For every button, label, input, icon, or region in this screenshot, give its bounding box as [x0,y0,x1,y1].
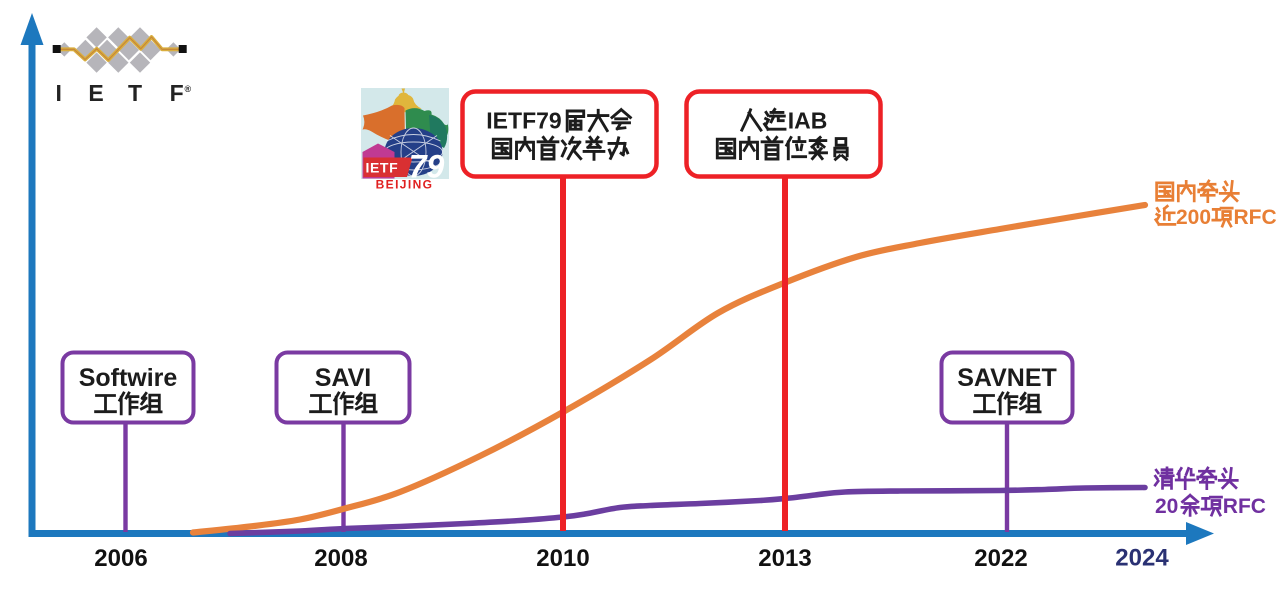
svg-text:RFC: RFC [1234,206,1277,229]
svg-text:2022: 2022 [974,545,1027,572]
svg-text:IETF: IETF [366,160,399,176]
svg-text:Softwire: Softwire [79,364,178,392]
svg-text:I: I [56,80,62,106]
svg-text:20: 20 [1155,495,1178,518]
svg-text:SAVI: SAVI [315,364,372,392]
svg-text:RFC: RFC [1223,495,1266,518]
svg-text:79: 79 [409,149,445,185]
svg-text:200: 200 [1176,206,1211,229]
svg-text:BEIJING: BEIJING [376,178,434,192]
svg-text:F: F [170,80,184,106]
svg-text:2024: 2024 [1115,545,1169,572]
svg-text:IAB: IAB [788,108,828,134]
svg-text:IETF79: IETF79 [486,108,561,134]
svg-text:T: T [128,80,142,106]
svg-text:SAVNET: SAVNET [957,364,1057,392]
svg-text:2013: 2013 [758,545,811,572]
svg-text:2010: 2010 [536,545,589,572]
svg-text:®: ® [185,84,192,94]
svg-text:2008: 2008 [314,545,367,572]
svg-text:E: E [88,80,103,106]
svg-text:2006: 2006 [94,545,147,572]
